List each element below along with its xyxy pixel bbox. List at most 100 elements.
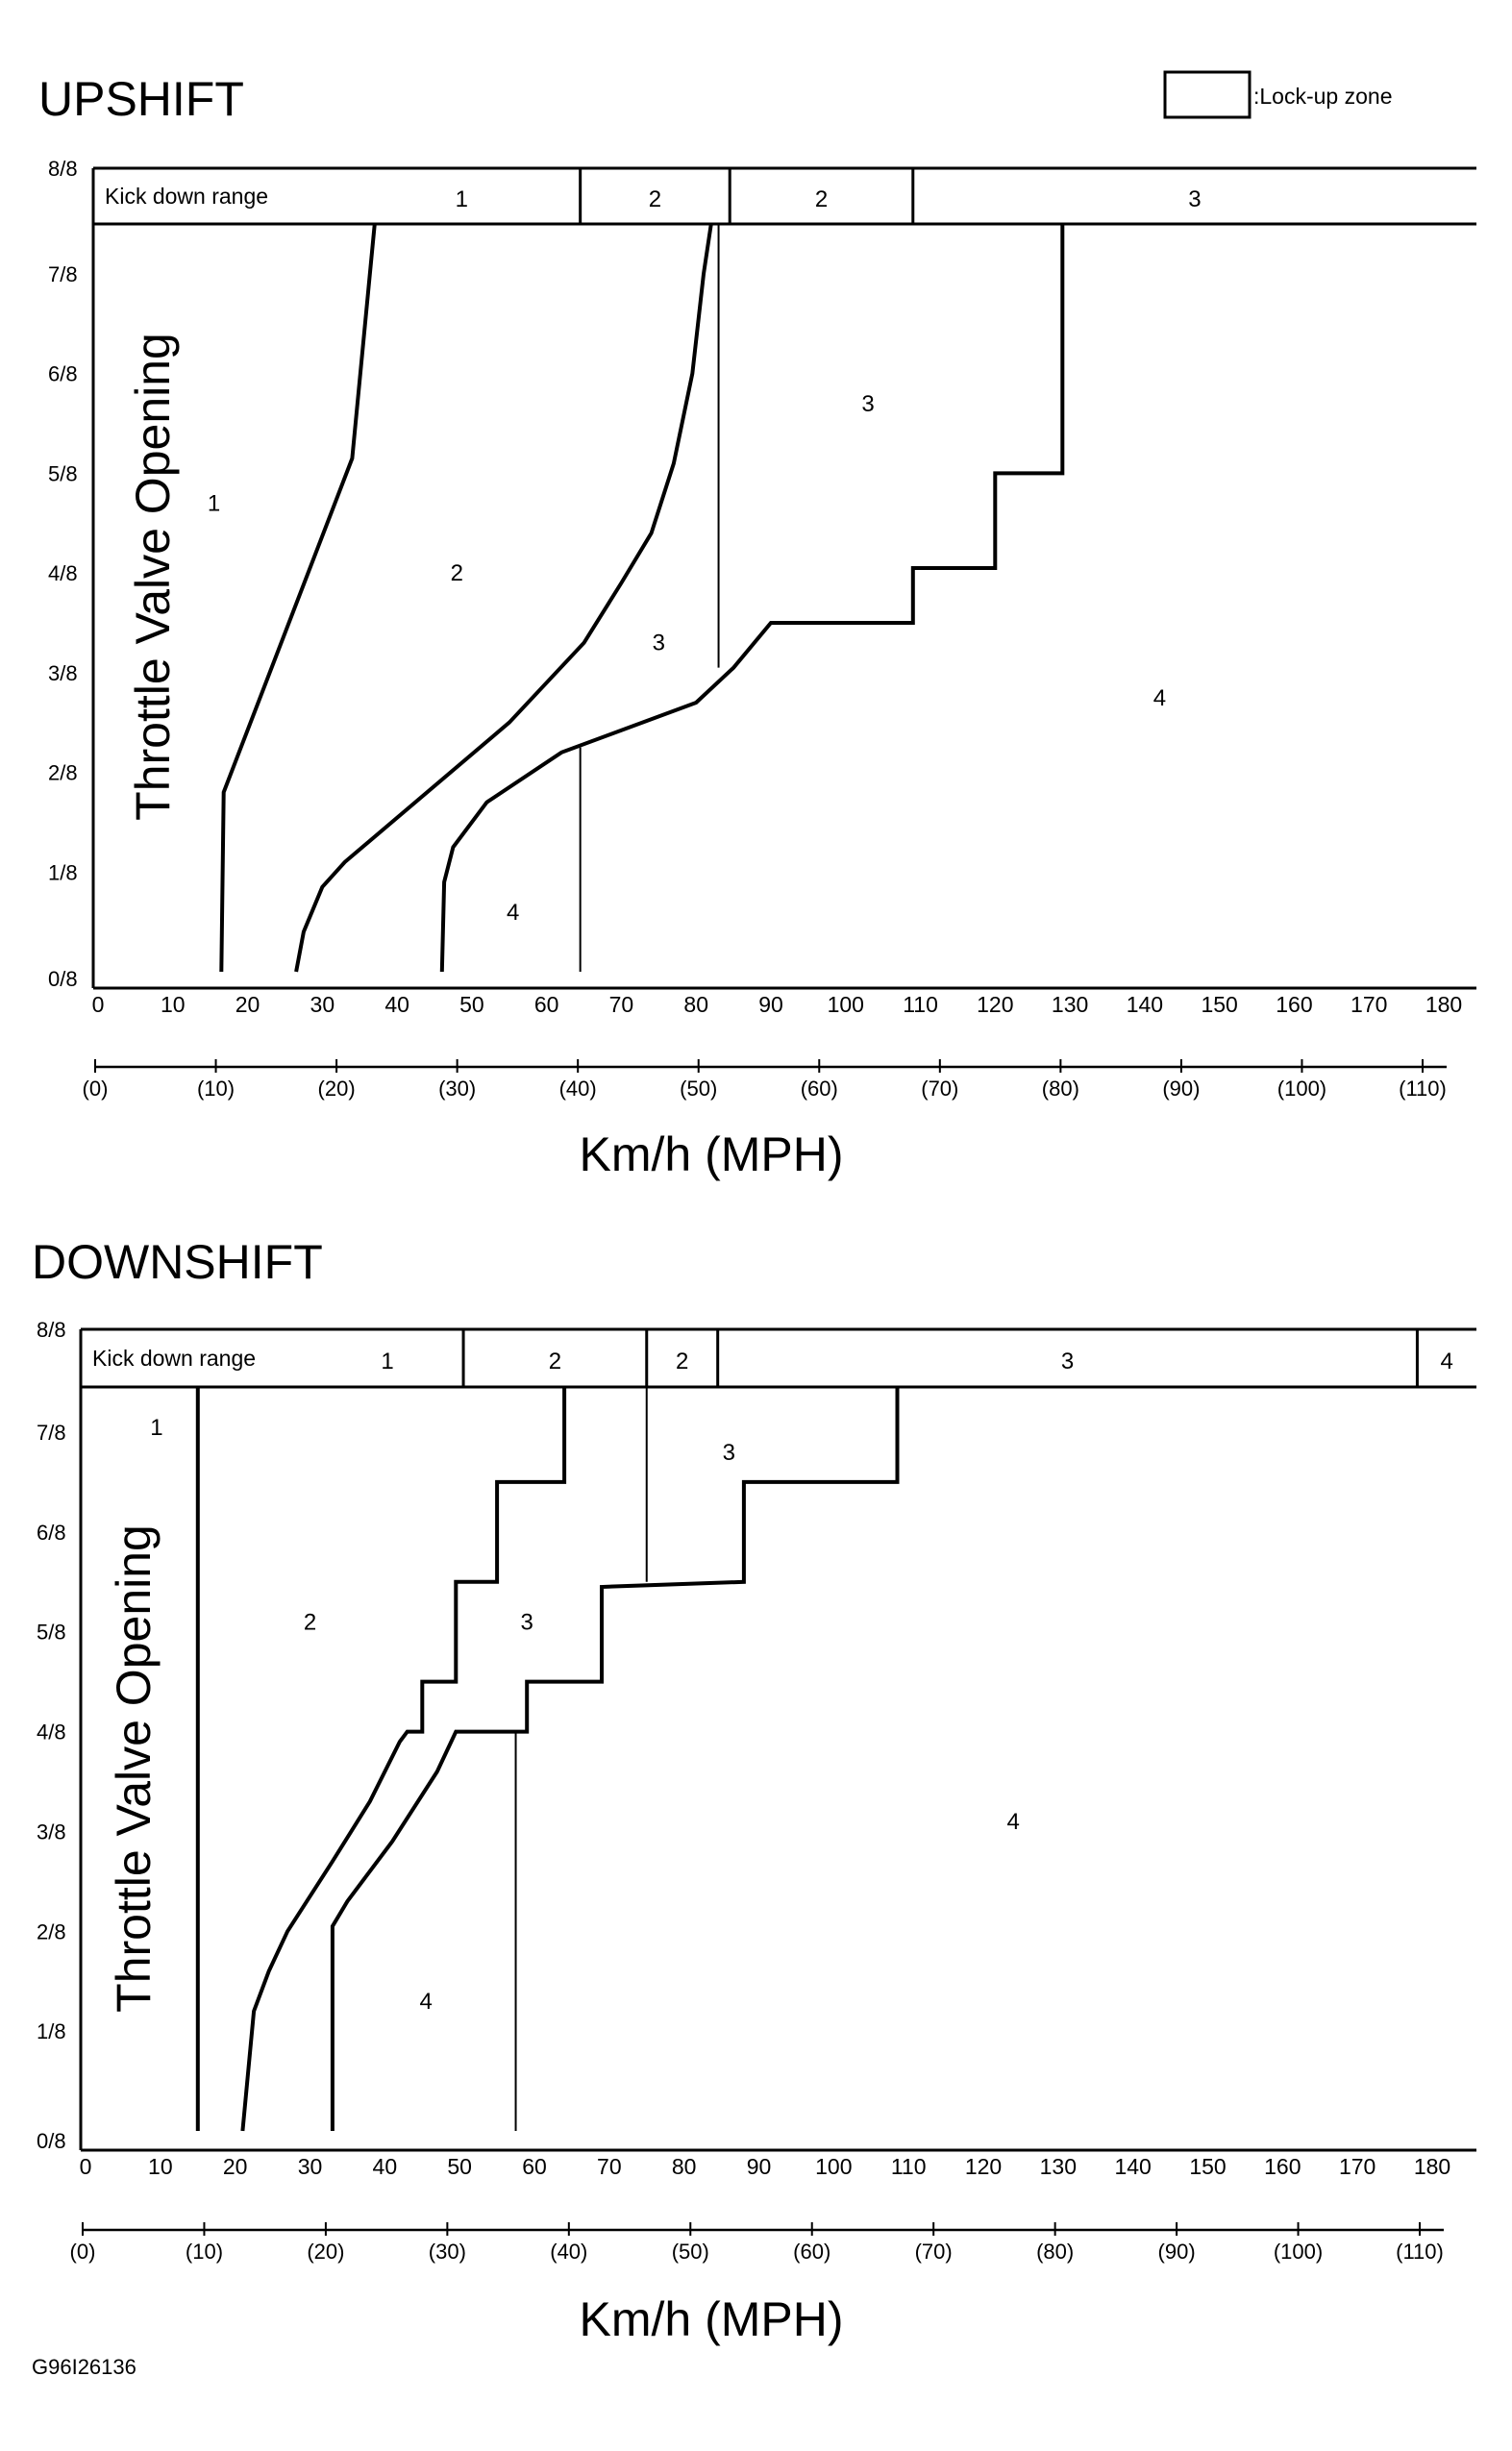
x-tick-label: 160	[1264, 2154, 1301, 2179]
y-tick-label: 2/8	[37, 1919, 66, 1943]
x-tick-label: 80	[683, 992, 708, 1017]
y-tick-label: 4/8	[37, 1721, 66, 1745]
x-tick-label: 70	[597, 2154, 622, 2179]
x-tick-label: 20	[223, 2154, 248, 2179]
x-tick-label: 50	[447, 2154, 472, 2179]
kickdown-gear-label: 1	[456, 186, 468, 212]
gear-region-label: 2	[304, 1609, 316, 1635]
mph-tick-label: (60)	[801, 1077, 838, 1101]
kickdown-gear-label: 2	[549, 1349, 561, 1374]
x-tick-label: 20	[235, 992, 260, 1017]
mph-tick-label: (30)	[429, 2240, 466, 2264]
mph-tick-label: (90)	[1158, 2240, 1196, 2264]
x-tick-label: 10	[161, 992, 186, 1017]
x-tick-label: 120	[977, 992, 1013, 1017]
gear-region-label: 4	[1153, 685, 1166, 711]
gear-region-label: 1	[150, 1415, 162, 1441]
y-tick-label: 1/8	[48, 860, 78, 884]
x-tick-label: 140	[1114, 2154, 1151, 2179]
x-axis-label: Km/h (MPH)	[580, 1127, 844, 1181]
x-tick-label: 160	[1276, 992, 1312, 1017]
mph-tick-label: (10)	[197, 1077, 235, 1101]
y-axis-label: Throttle Valve Opening	[107, 1524, 161, 2013]
mph-tick-label: (110)	[1399, 1077, 1447, 1101]
x-tick-label: 30	[298, 2154, 323, 2179]
kickdown-gear-label: 3	[1188, 186, 1201, 212]
y-tick-label: 3/8	[37, 1820, 66, 1844]
mph-tick-label: (40)	[550, 2240, 587, 2264]
x-tick-label: 90	[758, 992, 783, 1017]
mph-tick-label: (100)	[1277, 1077, 1326, 1101]
mph-tick-label: (70)	[921, 1077, 958, 1101]
kickdown-gear-label: 2	[815, 186, 828, 212]
gear-region-label: 3	[861, 391, 874, 417]
x-tick-label: 170	[1351, 992, 1387, 1017]
y-tick-label: 5/8	[37, 1621, 66, 1645]
shift-line-3-4	[439, 224, 1065, 973]
x-tick-label: 100	[815, 2154, 852, 2179]
kickdown-gear-label: 1	[381, 1349, 393, 1374]
gear-region-label: 2	[451, 560, 463, 586]
x-tick-label: 130	[1052, 992, 1088, 1017]
gear-region-label: 1	[208, 491, 220, 517]
x-tick-label: 180	[1425, 992, 1462, 1017]
x-tick-label: 0	[92, 992, 105, 1017]
mph-tick-label: (20)	[318, 1077, 356, 1101]
x-tick-label: 0	[80, 2154, 92, 2179]
shift-line-3-2	[240, 1387, 567, 2132]
y-tick-label: 8/8	[37, 1318, 66, 1342]
x-tick-label: 170	[1339, 2154, 1376, 2179]
kickdown-label: Kick down range	[92, 1346, 256, 1371]
x-tick-label: 10	[148, 2154, 173, 2179]
mph-tick-label: (50)	[672, 2240, 709, 2264]
x-tick-label: 140	[1127, 992, 1163, 1017]
x-tick-label: 150	[1189, 2154, 1226, 2179]
x-tick-label: 130	[1040, 2154, 1077, 2179]
x-tick-label: 60	[522, 2154, 547, 2179]
y-tick-label: 2/8	[48, 761, 78, 785]
x-tick-label: 40	[384, 992, 409, 1017]
figure-id: G96I26136	[32, 2355, 136, 2379]
mph-tick-label: (100)	[1274, 2240, 1323, 2264]
x-axis-label: Km/h (MPH)	[580, 2292, 844, 2346]
mph-tick-label: (30)	[438, 1077, 476, 1101]
x-tick-label: 30	[310, 992, 335, 1017]
mph-tick-label: (60)	[793, 2240, 830, 2264]
gear-region-label: 3	[653, 631, 665, 656]
x-tick-label: 70	[609, 992, 634, 1017]
upshift-chart: UPSHIFT Kick down range 1 2 2 3 0/8 1/8 2/8 3/8 4/…	[38, 70, 1476, 1181]
y-tick-label: 0/8	[48, 967, 78, 991]
kickdown-label: Kick down range	[105, 184, 268, 209]
y-tick-label: 8/8	[48, 157, 78, 181]
shift-line-4-3	[330, 1387, 900, 2131]
mph-tick-label: (90)	[1162, 1077, 1200, 1101]
mph-tick-label: (80)	[1042, 1077, 1079, 1101]
x-tick-label: 60	[534, 992, 559, 1017]
y-tick-label: 6/8	[48, 362, 78, 386]
lockup-zone-legend-swatch	[1163, 70, 1252, 119]
x-tick-label: 50	[459, 992, 484, 1017]
x-tick-label: 110	[903, 992, 938, 1017]
mph-tick-label: (0)	[70, 2240, 96, 2264]
shift-line-1-2	[219, 223, 377, 973]
y-tick-label: 7/8	[48, 262, 78, 286]
y-tick-label: 0/8	[37, 2129, 66, 2153]
kickdown-gear-label: 2	[676, 1349, 688, 1374]
x-tick-label: 180	[1414, 2154, 1450, 2179]
chart-title: UPSHIFT	[38, 72, 244, 126]
x-tick-label: 80	[672, 2154, 697, 2179]
mph-tick-label: (10)	[186, 2240, 223, 2264]
gear-region-label: 4	[419, 1989, 432, 2015]
y-tick-label: 5/8	[48, 461, 78, 485]
y-axis-label: Throttle Valve Opening	[126, 333, 180, 821]
chart-title: DOWNSHIFT	[32, 1235, 323, 1289]
mph-tick-label: (0)	[83, 1077, 109, 1101]
gear-region-label: 4	[1006, 1809, 1019, 1835]
mph-tick-label: (40)	[559, 1077, 597, 1101]
x-tick-label: 90	[747, 2154, 772, 2179]
gear-region-label: 4	[507, 900, 519, 926]
x-tick-label: 150	[1201, 992, 1237, 1017]
kickdown-gear-label: 3	[1061, 1349, 1074, 1374]
kickdown-gear-label: 4	[1441, 1349, 1453, 1374]
